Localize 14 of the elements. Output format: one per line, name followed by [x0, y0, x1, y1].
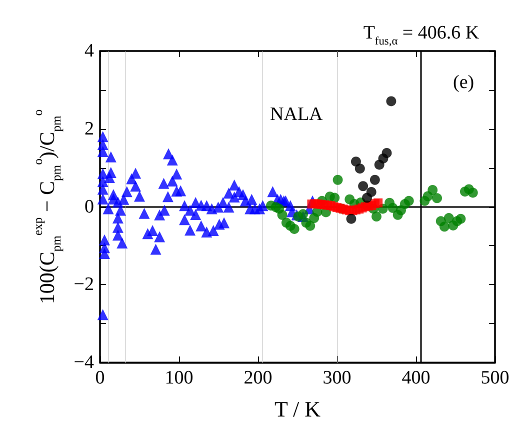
y-tick-label: −4	[74, 352, 94, 373]
x-tick-label: 400	[402, 368, 430, 388]
y-tick-label: 0	[84, 196, 94, 218]
x-axis-title: T / K	[274, 396, 321, 422]
text: 100(Cpmexp − Cpmo)/Cpmo	[30, 109, 64, 304]
annotation: NALA	[270, 104, 324, 125]
x-tick-label: 100	[164, 368, 194, 388]
annotation: (e)	[453, 72, 474, 93]
y-tick-label: 2	[84, 118, 94, 140]
y-tick-label: 4	[84, 40, 94, 62]
x-tick-label: 200	[244, 368, 272, 388]
x-tick-label: 500	[480, 368, 510, 388]
x-tick-label: 300	[322, 368, 352, 388]
y-tick-label: −2	[74, 274, 94, 296]
